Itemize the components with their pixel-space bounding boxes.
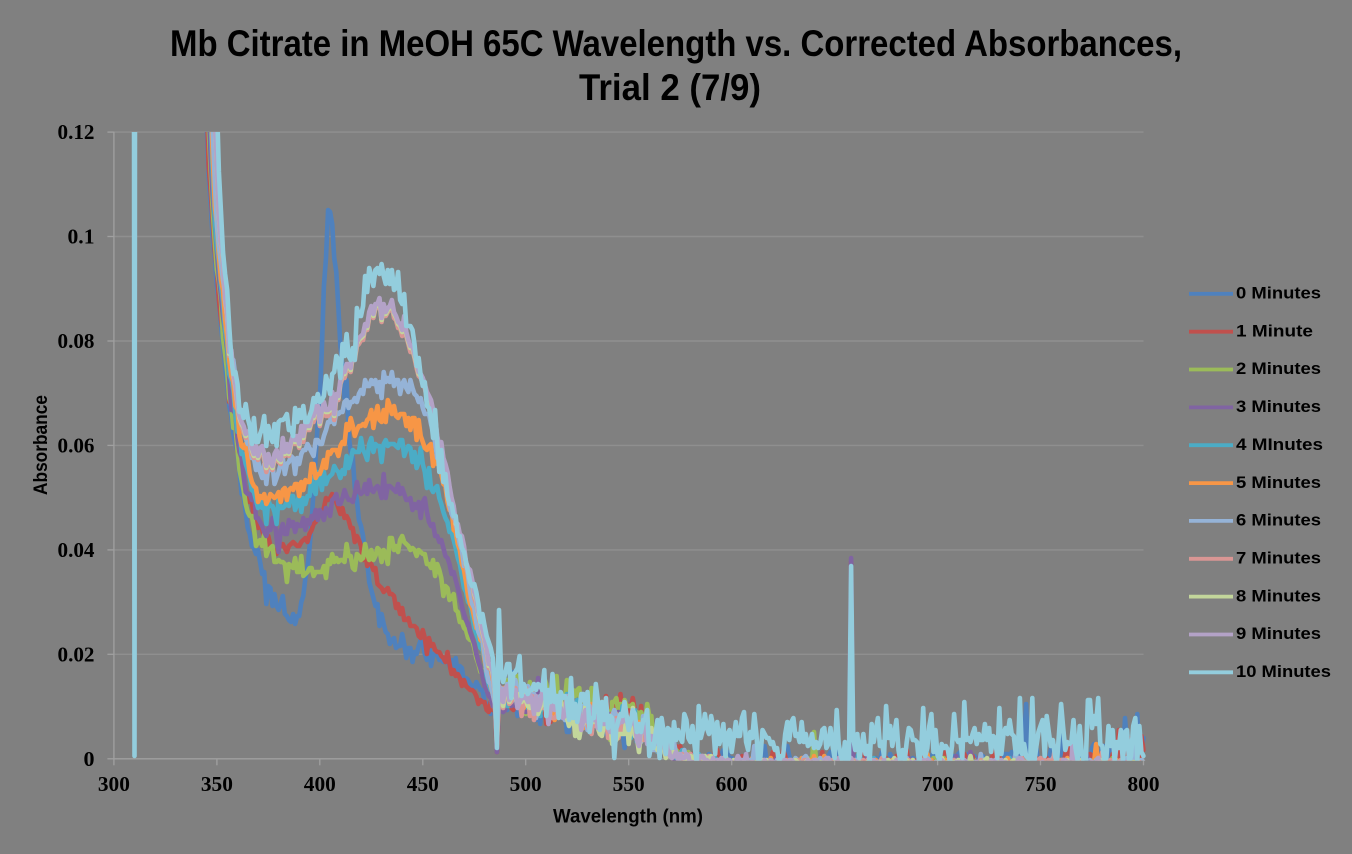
svg-text:0.08: 0.08: [58, 329, 95, 353]
svg-text:3 Minutes: 3 Minutes: [1236, 398, 1321, 416]
svg-text:300: 300: [98, 772, 130, 796]
svg-text:7 Minutes: 7 Minutes: [1236, 550, 1321, 568]
svg-text:400: 400: [304, 772, 336, 796]
svg-text:4 MInutes: 4 MInutes: [1236, 436, 1323, 454]
svg-text:1 Minute: 1 Minute: [1236, 322, 1313, 340]
svg-text:700: 700: [922, 772, 954, 796]
svg-text:2 Minutes: 2 Minutes: [1236, 360, 1321, 378]
svg-text:5 Minutes: 5 Minutes: [1236, 474, 1321, 492]
svg-text:0: 0: [84, 747, 95, 771]
svg-text:500: 500: [510, 772, 542, 796]
svg-text:Trial 2 (7/9): Trial 2 (7/9): [579, 67, 761, 108]
svg-text:0 Minutes: 0 Minutes: [1236, 285, 1321, 303]
svg-text:800: 800: [1128, 772, 1160, 796]
svg-text:750: 750: [1025, 772, 1057, 796]
svg-text:550: 550: [613, 772, 645, 796]
svg-text:650: 650: [819, 772, 851, 796]
svg-text:Absorbance: Absorbance: [31, 395, 52, 495]
svg-text:0.06: 0.06: [58, 434, 95, 458]
svg-text:Wavelength (nm): Wavelength (nm): [553, 807, 703, 828]
svg-text:600: 600: [716, 772, 748, 796]
svg-text:0.1: 0.1: [68, 225, 95, 249]
svg-text:0.12: 0.12: [58, 120, 95, 144]
svg-text:6 Minutes: 6 Minutes: [1236, 512, 1321, 530]
svg-text:350: 350: [201, 772, 233, 796]
svg-text:8 Minutes: 8 Minutes: [1236, 587, 1321, 605]
svg-text:9 Minutes: 9 Minutes: [1236, 625, 1321, 643]
svg-text:Mb Citrate in MeOH 65C Wavelen: Mb Citrate in MeOH 65C Wavelength vs. Co…: [170, 23, 1182, 64]
svg-text:0.04: 0.04: [58, 538, 96, 562]
svg-text:0.02: 0.02: [58, 642, 95, 666]
svg-text:450: 450: [407, 772, 439, 796]
svg-text:10 Minutes: 10 Minutes: [1236, 663, 1331, 681]
